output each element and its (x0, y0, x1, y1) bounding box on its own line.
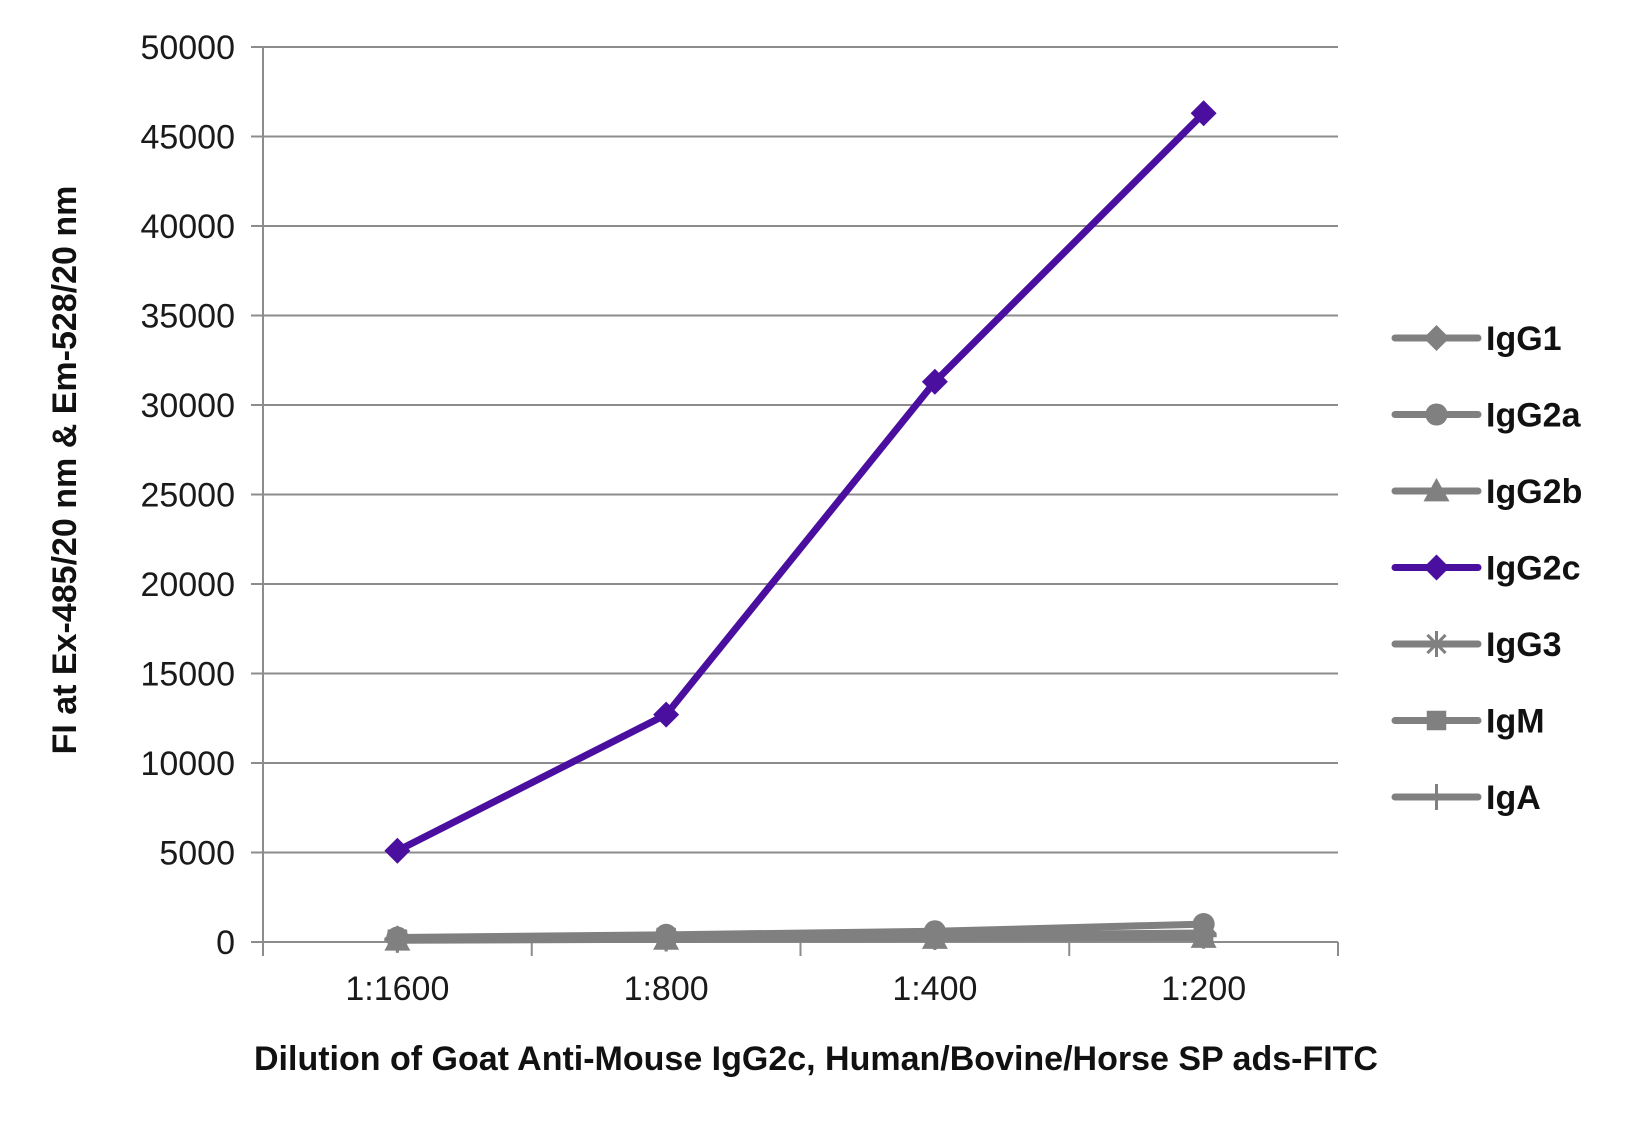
series-iga (384, 922, 1217, 953)
y-tick-label: 15000 (140, 656, 235, 694)
legend-label: IgG1 (1486, 320, 1562, 358)
legend-marker (1426, 710, 1447, 731)
data-point (921, 368, 948, 395)
y-tick-label: 45000 (140, 119, 235, 157)
y-tick-label: 30000 (140, 387, 235, 425)
series-line (393, 109, 1208, 855)
legend: IgG1 IgG2a IgG2b IgG2c IgG3 IgM IgA (1391, 320, 1582, 817)
legend-item-igg1: IgG1 (1391, 320, 1562, 358)
y-tick-label: 40000 (140, 208, 235, 246)
data-point (1190, 100, 1217, 127)
legend-item-igg2c: IgG2c (1391, 550, 1580, 588)
y-tick-label: 25000 (140, 477, 235, 515)
legend-item-igg2b: IgG2b (1391, 473, 1582, 511)
y-tick-label: 35000 (140, 298, 235, 336)
legend-marker (1423, 325, 1450, 351)
x-tick-label: 1:800 (624, 970, 709, 1008)
y-tick-label: 50000 (140, 29, 235, 67)
legend-marker (1423, 784, 1450, 810)
x-tick-label: 1:200 (1161, 970, 1246, 1008)
y-tick-label: 20000 (140, 566, 235, 604)
legend-label: IgG2a (1486, 397, 1582, 435)
y-tick-label: 10000 (140, 745, 235, 783)
grid-lines (251, 46, 1338, 854)
legend-label: IgG2b (1486, 473, 1582, 511)
data-point (384, 926, 411, 953)
x-axis-title: Dilution of Goat Anti-Mouse IgG2c, Human… (254, 1040, 1378, 1078)
legend-item-iga: IgA (1391, 779, 1541, 817)
y-axis-title: FI at Ex-485/20 nm & Em-528/20 nm (46, 186, 84, 755)
legend-label: IgG2c (1486, 550, 1580, 588)
axes: 0 5000 10000 15000 20000 25000 30000 35000 40000… (140, 29, 1339, 1008)
legend-label: IgG3 (1486, 626, 1562, 664)
legend-item-igm: IgM (1391, 703, 1545, 741)
data-point (384, 837, 411, 864)
x-tick-label: 1:400 (892, 970, 977, 1008)
legend-label: IgA (1486, 779, 1541, 817)
legend-label: IgM (1486, 703, 1545, 741)
legend-marker (1423, 631, 1450, 657)
legend-marker (1425, 403, 1448, 426)
data-point (653, 925, 680, 952)
data-point (921, 923, 948, 950)
legend-marker (1423, 478, 1450, 502)
legend-item-igg3: IgG3 (1391, 626, 1562, 664)
series-igg2c (384, 100, 1217, 864)
legend-marker (1423, 554, 1450, 581)
data-point (653, 701, 680, 728)
x-tick-label: 1:1600 (345, 970, 449, 1008)
series-line (393, 932, 1208, 944)
y-tick-label: 0 (216, 924, 235, 962)
data-point (1190, 922, 1217, 949)
series-layer (384, 100, 1217, 953)
legend-item-igg2a: IgG2a (1391, 397, 1582, 435)
y-tick-label: 5000 (159, 835, 235, 873)
